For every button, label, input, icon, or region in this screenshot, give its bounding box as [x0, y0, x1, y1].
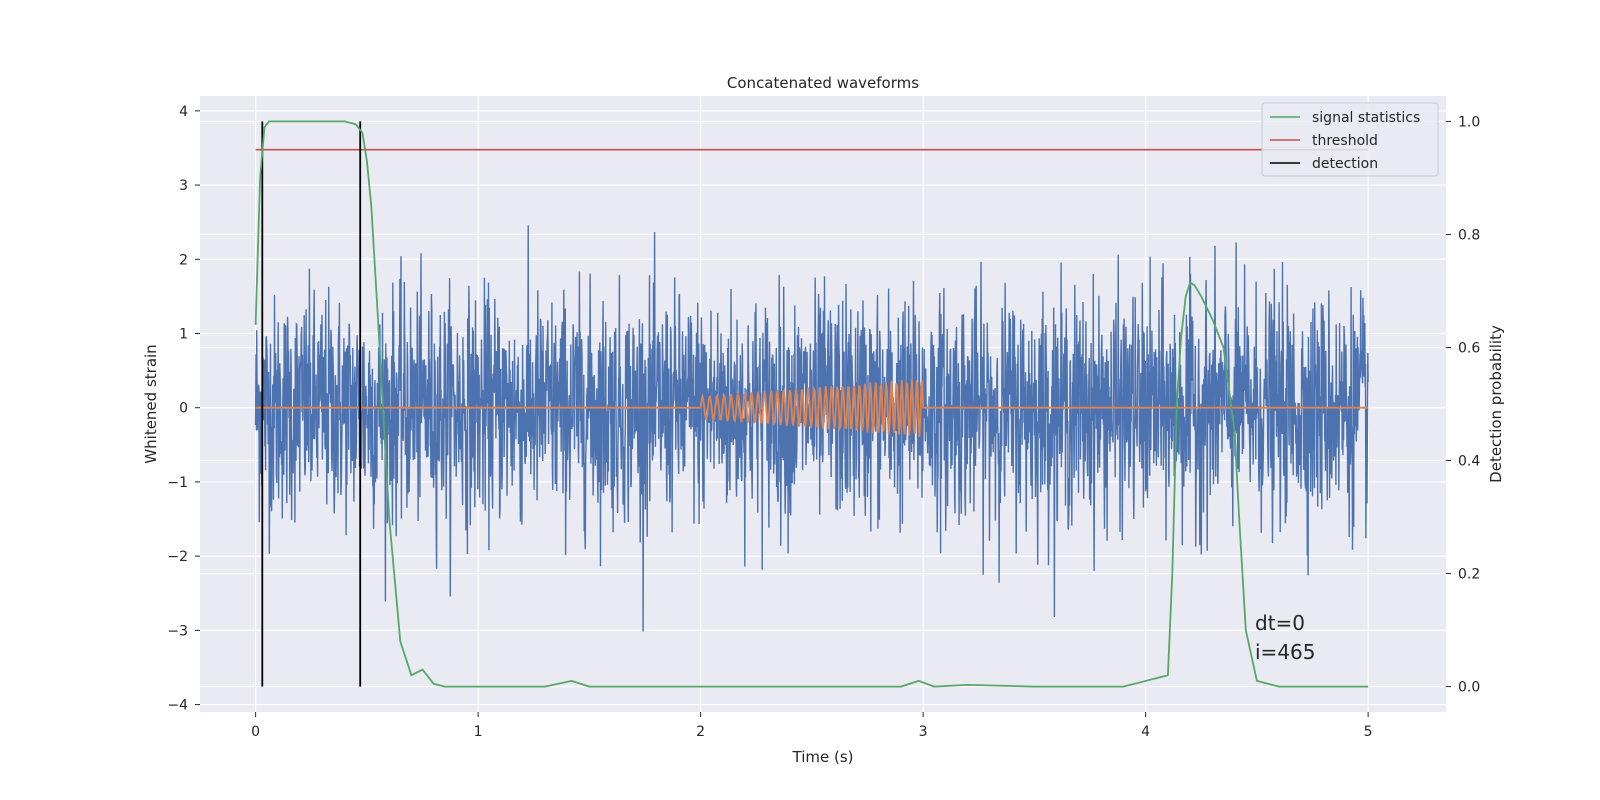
x-tick-label: 5 — [1364, 724, 1373, 740]
annotation-dt: dt=0 — [1255, 611, 1305, 635]
legend-label-signal: signal statistics — [1312, 110, 1420, 126]
overlay-series — [254, 120, 1369, 688]
x-tick-label: 2 — [696, 724, 705, 740]
y-tick-label: 3 — [179, 178, 188, 194]
y-tick-label: 2 — [179, 252, 188, 268]
x-tick-label: 3 — [919, 724, 928, 740]
x-axis-label: Time (s) — [792, 748, 854, 766]
y2-tick-label: 0.4 — [1458, 454, 1480, 470]
y2-tick-label: 0.6 — [1458, 340, 1480, 356]
y-tick-label: −4 — [167, 698, 188, 714]
y2-tick-label: 1.0 — [1458, 114, 1480, 130]
y-axis-label: Whitened strain — [142, 344, 160, 463]
y2-tick-label: 0.0 — [1458, 680, 1480, 696]
y-tick-label: −2 — [167, 549, 188, 565]
signal-statistics-line — [254, 120, 1369, 688]
chart-title: Concatenated waveforms — [727, 74, 919, 92]
legend-label-threshold: threshold — [1312, 133, 1378, 149]
x-tick-label: 0 — [251, 724, 260, 740]
tick-labels: 0 1 2 3 4 5 −4 −3 −2 −1 0 1 2 3 4 0.0 0.2 0.4 0.6 0.8 1.0 — [167, 104, 1480, 740]
x-tick-label: 1 — [474, 724, 483, 740]
y-tick-label: 0 — [179, 401, 188, 417]
legend-label-detection: detection — [1312, 156, 1378, 172]
x-tick-label: 4 — [1141, 724, 1150, 740]
waveform-line — [255, 379, 1369, 438]
y-tick-label: 1 — [179, 326, 188, 342]
annotation-i: i=465 — [1255, 640, 1316, 664]
legend-box — [1261, 102, 1439, 177]
y-tick-label: −1 — [167, 475, 188, 491]
y-tick-label: 4 — [179, 104, 188, 120]
y2-tick-label: 0.8 — [1458, 227, 1480, 243]
legend: signal statistics threshold detection — [1261, 102, 1439, 177]
y-tick-label: −3 — [167, 623, 188, 639]
y2-tick-label: 0.2 — [1458, 567, 1480, 583]
y2-axis-label: Detection probability — [1487, 325, 1505, 483]
